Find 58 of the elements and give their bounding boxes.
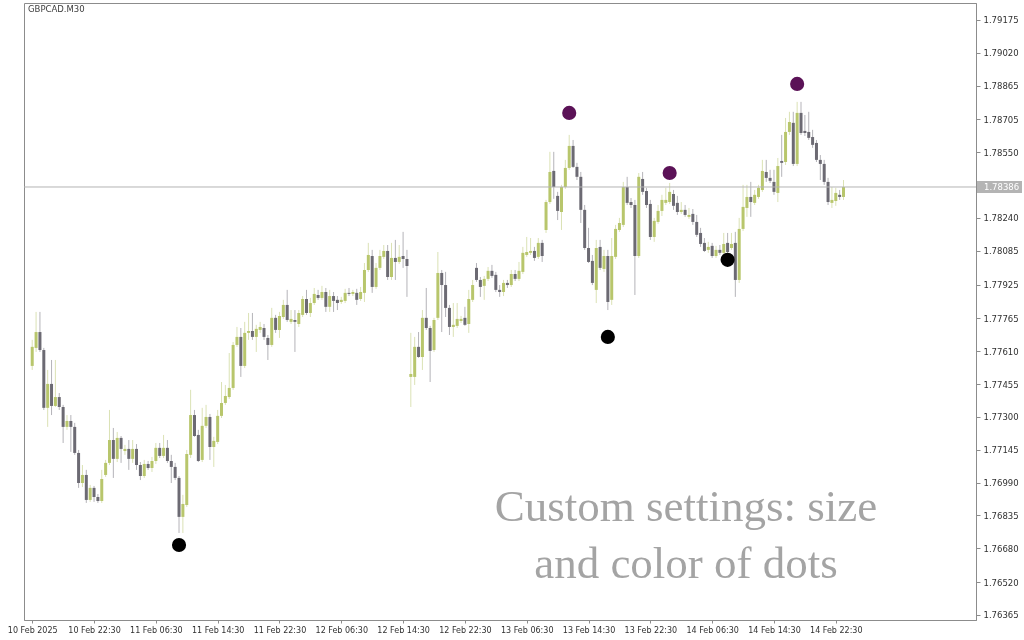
y-tick-label: 1.79020 bbox=[983, 48, 1019, 59]
candlestick bbox=[123, 444, 127, 456]
candlestick bbox=[320, 285, 324, 301]
y-tick-label: 1.76835 bbox=[983, 510, 1019, 521]
x-tick-label: 11 Feb 06:30 bbox=[130, 625, 183, 635]
candlestick bbox=[316, 289, 320, 301]
y-tick-label: 1.78240 bbox=[983, 213, 1019, 224]
chart-title: GBPCAD.M30 bbox=[28, 4, 85, 14]
x-tick-label: 14 Feb 06:30 bbox=[686, 625, 739, 635]
y-tick-label: 1.77925 bbox=[983, 280, 1019, 291]
y-tick-label: 1.76520 bbox=[983, 577, 1019, 588]
x-tick-label: 12 Feb 06:30 bbox=[315, 625, 369, 635]
y-tick-label: 1.77765 bbox=[983, 313, 1019, 324]
y-tick-label: 1.79175 bbox=[983, 15, 1019, 26]
candlestick bbox=[714, 245, 718, 259]
y-tick-label: 1.78550 bbox=[983, 147, 1019, 158]
candlestick bbox=[718, 244, 722, 256]
y-tick-label: 1.78865 bbox=[983, 81, 1019, 92]
x-tick-label: 12 Feb 14:30 bbox=[377, 625, 430, 635]
candlestick bbox=[459, 315, 463, 324]
x-tick-label: 10 Feb 2025 bbox=[7, 625, 58, 635]
candlestick bbox=[150, 456, 154, 473]
y-tick-label: 1.76365 bbox=[983, 610, 1019, 621]
y-tick-label: 1.77455 bbox=[983, 379, 1019, 390]
candlestick bbox=[683, 204, 687, 218]
x-tick-label: 12 Feb 22:30 bbox=[439, 625, 492, 635]
x-tick-label: 14 Feb 22:30 bbox=[810, 625, 863, 635]
y-tick-label: 1.77610 bbox=[983, 346, 1019, 357]
y-tick-label: 1.77145 bbox=[983, 445, 1019, 456]
point bbox=[662, 165, 677, 181]
point bbox=[562, 105, 577, 120]
candlestick bbox=[146, 460, 150, 471]
candlestick bbox=[687, 207, 691, 220]
point bbox=[720, 252, 735, 267]
x-tick-label: 11 Feb 14:30 bbox=[191, 625, 245, 635]
point bbox=[790, 76, 805, 91]
candlestick bbox=[351, 289, 355, 297]
candlestick bbox=[289, 309, 293, 325]
candlestick bbox=[96, 493, 100, 504]
y-tick-label: 1.78705 bbox=[983, 114, 1019, 125]
x-tick-label: 13 Feb 22:30 bbox=[624, 625, 678, 635]
y-tick-label: 1.76680 bbox=[983, 543, 1019, 554]
x-tick-label: 11 Feb 22:30 bbox=[253, 625, 307, 635]
point bbox=[171, 537, 187, 553]
candlestick bbox=[347, 287, 351, 297]
y-tick-label: 1.77300 bbox=[983, 412, 1019, 423]
x-tick-label: 14 Feb 14:30 bbox=[748, 625, 801, 635]
ref-line-label: 1.78386 bbox=[984, 182, 1020, 192]
annotation: Custom settings: size and color of dots bbox=[494, 481, 878, 588]
candlestick bbox=[513, 269, 517, 282]
point bbox=[600, 329, 615, 344]
candlestick bbox=[65, 414, 69, 431]
y-tick-label: 1.78085 bbox=[983, 246, 1019, 257]
candlestick bbox=[768, 169, 772, 184]
x-tick-label: 13 Feb 06:30 bbox=[500, 625, 554, 635]
y-tick-label: 1.76990 bbox=[983, 478, 1019, 489]
x-tick-label: 13 Feb 14:30 bbox=[562, 625, 616, 635]
x-tick-label: 10 Feb 22:30 bbox=[68, 625, 121, 635]
